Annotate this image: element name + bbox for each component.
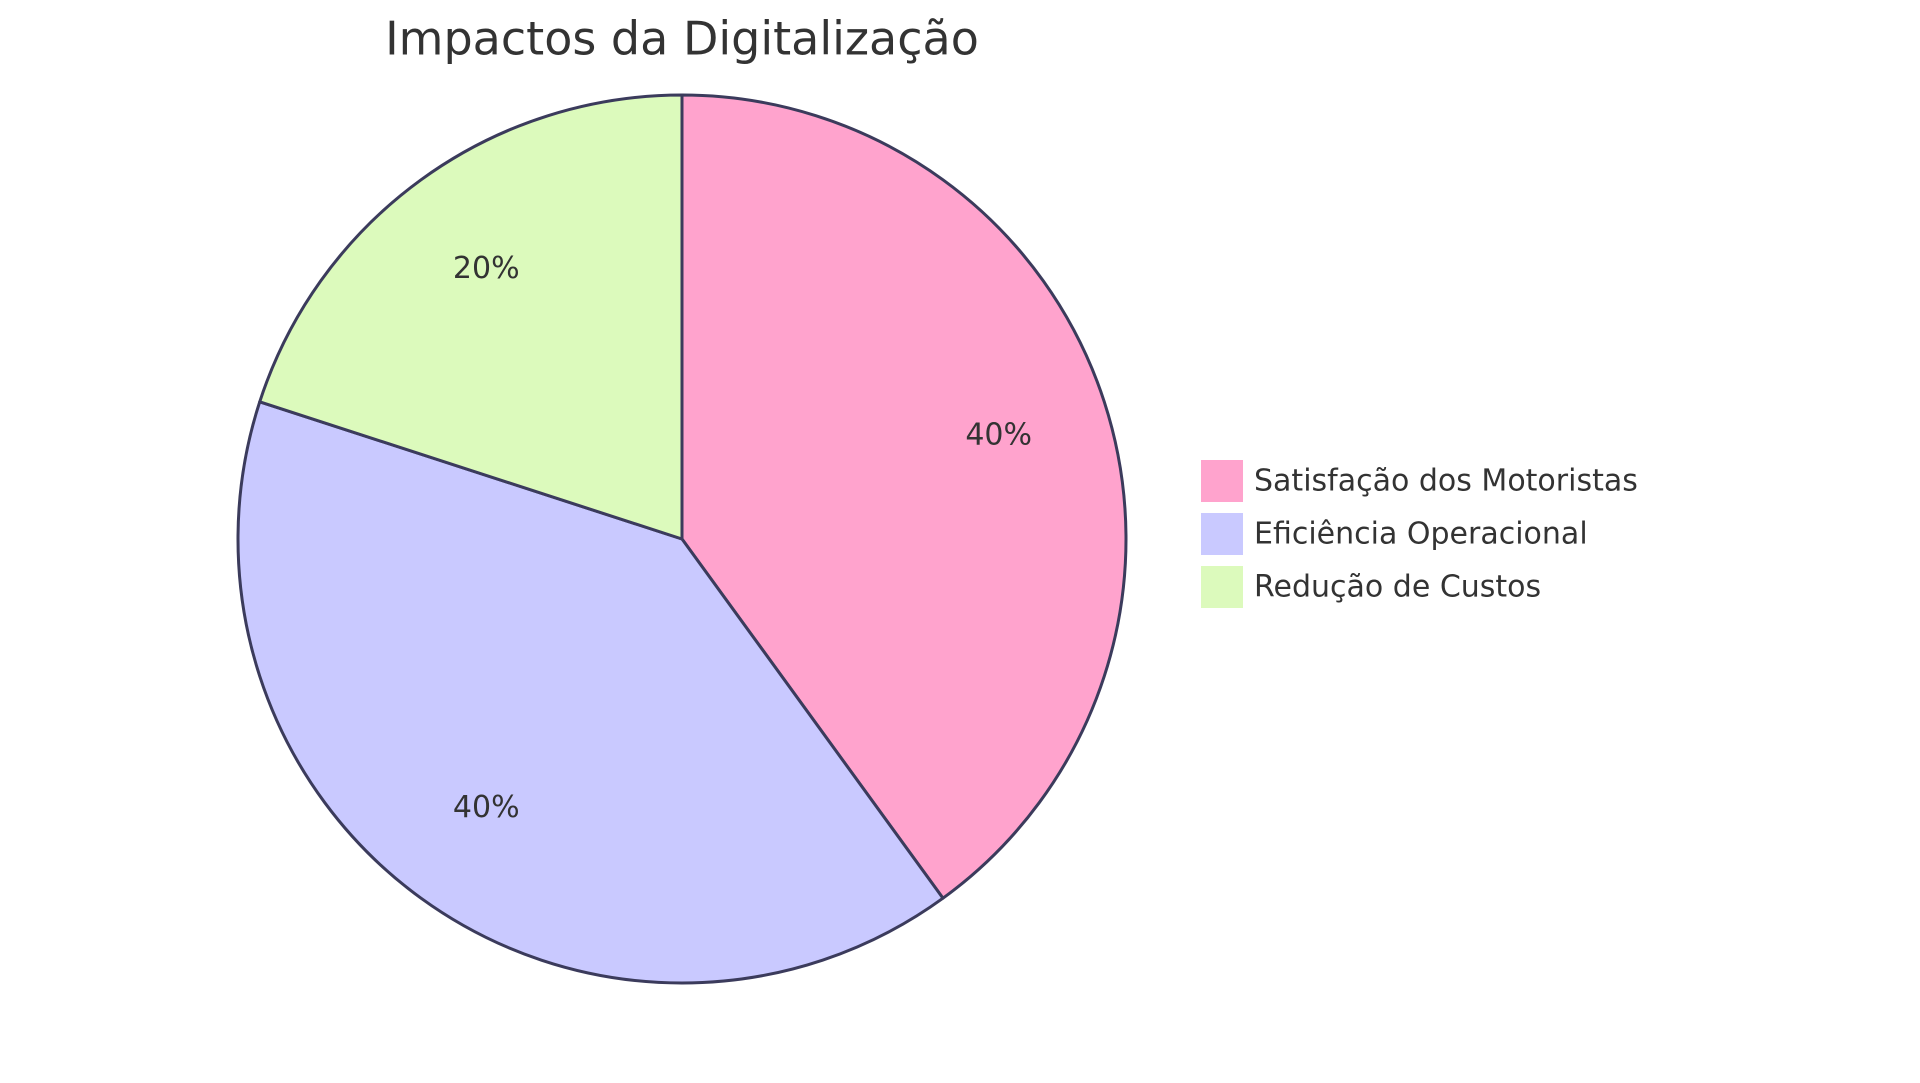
legend-label: Eficiência Operacional [1254, 517, 1588, 552]
data-label: 40% [453, 790, 520, 825]
legend-swatch [1199, 458, 1245, 504]
legend-swatch [1199, 564, 1245, 610]
pie-slice [236, 400, 945, 985]
legend-swatch [1199, 511, 1245, 557]
pie-slice [680, 93, 1128, 900]
legend-label: Redução de Custos [1254, 570, 1541, 605]
legend-label: Satisfação dos Motoristas [1254, 464, 1638, 499]
chart-title: Impactos da Digitalização [385, 12, 979, 66]
data-label: 20% [453, 251, 520, 286]
pie-slice [258, 93, 684, 541]
data-label: 40% [965, 418, 1032, 453]
